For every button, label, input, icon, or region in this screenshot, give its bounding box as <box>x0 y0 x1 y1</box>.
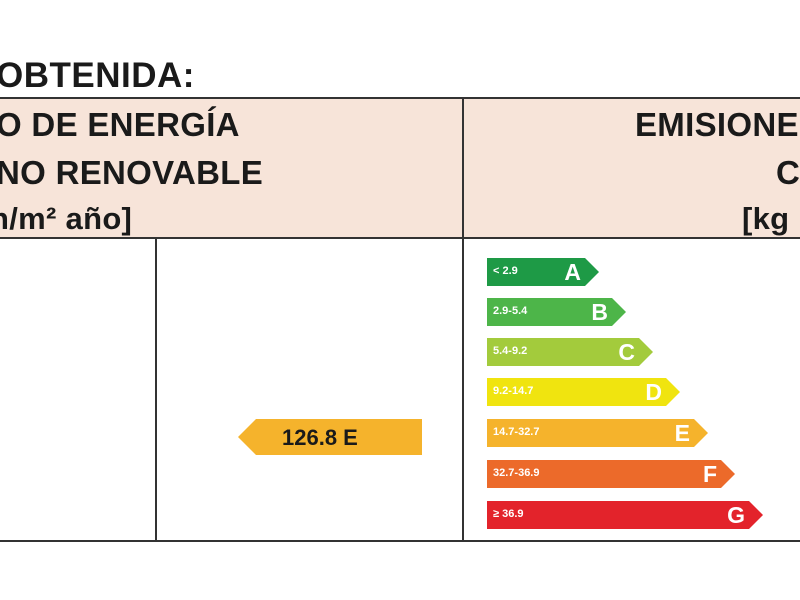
column-divider <box>462 97 464 542</box>
rating-indicator-label: 126.8 E <box>282 425 358 450</box>
rating-letter: G <box>727 502 745 528</box>
emissions-rating-scale: < 2.9 A 2.9-5.4 B 5.4-9.2 C 9.2-14.7 D 1… <box>487 258 787 538</box>
rating-letter: E <box>674 420 690 446</box>
rating-letter: F <box>702 461 717 487</box>
rating-band-e: 14.7-32.7 E <box>487 419 708 447</box>
emissions-header-line-2: C <box>776 154 800 191</box>
rating-letter: B <box>591 299 608 325</box>
rating-band-c: 5.4-9.2 C <box>487 338 653 366</box>
rating-range: 32.7-36.9 <box>493 467 540 479</box>
header-bottom-border <box>0 237 800 239</box>
rating-letter: C <box>618 339 635 365</box>
rating-range: ≥ 36.9 <box>493 508 524 520</box>
rating-range: 2.9-5.4 <box>493 305 528 317</box>
rating-range: < 2.9 <box>493 265 518 277</box>
rating-range: 5.4-9.2 <box>493 345 528 357</box>
rating-range: 14.7-32.7 <box>493 426 540 438</box>
rating-band-f: 32.7-36.9 F <box>487 460 735 488</box>
energy-header-line-2: NO RENOVABLE <box>0 154 264 191</box>
rating-range: 9.2-14.7 <box>493 385 534 397</box>
emissions-header-line-1: EMISIONE <box>635 106 799 143</box>
rating-band-g: ≥ 36.9 G <box>487 501 763 529</box>
rating-band-b: 2.9-5.4 B <box>487 298 626 326</box>
rating-letter: A <box>564 259 581 285</box>
section-title: OBTENIDA: <box>0 56 195 95</box>
left-cell-divider <box>155 237 157 542</box>
energy-unit: n/m² año] <box>0 201 133 236</box>
table-header: O DE ENERGÍA NO RENOVABLE n/m² año] EMIS… <box>0 98 800 238</box>
rating-band-d: 9.2-14.7 D <box>487 378 680 406</box>
table-bottom-border <box>0 540 800 542</box>
rating-band-a: < 2.9 A <box>487 258 599 286</box>
rating-indicator-arrow: 126.8 E <box>238 419 422 455</box>
energy-header-cell: O DE ENERGÍA NO RENOVABLE n/m² año] <box>0 98 462 238</box>
emissions-header-cell: EMISIONE C [kg <box>465 98 800 238</box>
rating-letter: D <box>645 379 662 405</box>
table-top-border <box>0 97 800 99</box>
energy-header-line-1: O DE ENERGÍA <box>0 106 240 143</box>
emissions-unit: [kg <box>742 201 790 236</box>
